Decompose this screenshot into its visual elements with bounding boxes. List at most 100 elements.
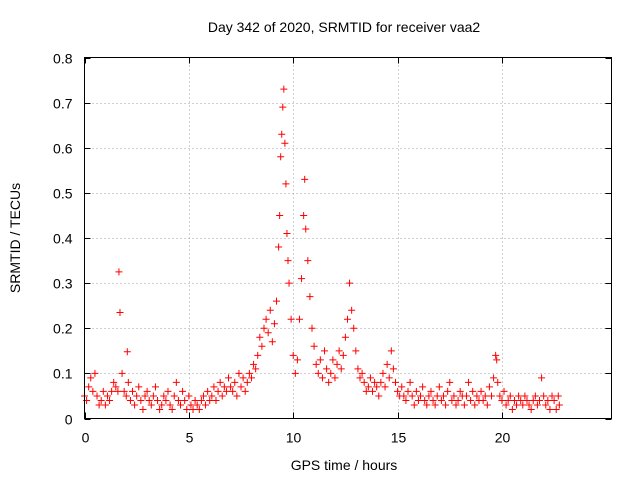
data-point (250, 360, 258, 368)
x-axis-label: GPS time / hours (291, 457, 398, 473)
data-point (308, 324, 316, 332)
data-point (391, 378, 399, 386)
data-point (398, 383, 406, 391)
data-point (450, 392, 458, 400)
data-point (304, 257, 312, 265)
data-point (469, 387, 477, 395)
data-point (427, 387, 435, 395)
data-point (454, 396, 462, 404)
data-point (421, 396, 429, 404)
data-point (364, 383, 372, 391)
data-point (216, 378, 224, 386)
data-point (404, 387, 412, 395)
data-point (231, 378, 239, 386)
data-point (310, 342, 318, 350)
data-point (258, 342, 266, 350)
data-point (527, 405, 535, 413)
data-point (141, 392, 149, 400)
data-point (442, 401, 450, 409)
data-point (550, 396, 558, 404)
data-point (331, 374, 339, 382)
data-point (533, 401, 541, 409)
data-point (227, 383, 235, 391)
data-point (377, 378, 385, 386)
data-point (108, 387, 116, 395)
data-point (300, 211, 308, 219)
y-tick-label: 0.1 (53, 366, 73, 382)
data-point (137, 396, 145, 404)
data-point (493, 356, 501, 364)
data-point (287, 315, 295, 323)
data-point (325, 378, 333, 386)
data-point (147, 401, 155, 409)
data-point (548, 392, 556, 400)
data-point (115, 268, 123, 276)
data-point (283, 229, 291, 237)
data-point (158, 401, 166, 409)
data-point (280, 85, 288, 93)
data-point (487, 392, 495, 400)
data-point (91, 369, 99, 377)
data-point (460, 401, 468, 409)
data-point (116, 308, 124, 316)
data-point (552, 405, 560, 413)
data-point (93, 392, 101, 400)
data-point (439, 392, 447, 400)
data-point (129, 387, 137, 395)
data-point (218, 392, 226, 400)
data-point (168, 405, 176, 413)
data-point (429, 396, 437, 404)
data-point (435, 383, 443, 391)
data-point (278, 130, 286, 138)
data-point (243, 378, 251, 386)
data-point (555, 401, 563, 409)
data-point (366, 374, 374, 382)
data-point (185, 392, 193, 400)
data-point (554, 392, 562, 400)
data-point (502, 401, 510, 409)
data-point (99, 387, 107, 395)
data-point (106, 396, 114, 404)
data-point (492, 351, 500, 359)
data-point (302, 225, 310, 233)
data-point (270, 320, 278, 328)
y-tick-label: 0.5 (53, 186, 73, 202)
data-point (252, 365, 260, 373)
data-point (179, 387, 187, 395)
data-point (343, 315, 351, 323)
y-tick-label: 0.3 (53, 276, 73, 292)
data-point (139, 405, 147, 413)
data-point (408, 392, 416, 400)
data-point (268, 338, 276, 346)
data-point (394, 387, 402, 395)
data-point (162, 396, 170, 404)
data-point (133, 392, 141, 400)
data-point (220, 383, 228, 391)
x-tick-label: 20 (495, 430, 511, 446)
data-point (306, 293, 314, 301)
data-point (519, 401, 527, 409)
data-point (471, 401, 479, 409)
axis-ticks: 0 0.1 0.2 0.3 0.4 0.5 0.6 0.7 0.8 0 5 10 15 20 (53, 51, 612, 446)
data-point (446, 378, 454, 386)
data-point (350, 324, 358, 332)
data-point (383, 360, 391, 368)
data-point (346, 279, 354, 287)
data-points (81, 85, 563, 413)
data-point (160, 392, 168, 400)
data-point (412, 387, 420, 395)
data-point (381, 383, 389, 391)
data-point (316, 356, 324, 364)
data-point (103, 392, 111, 400)
data-point (110, 378, 118, 386)
data-point (285, 279, 293, 287)
data-point (145, 396, 153, 404)
data-point (279, 103, 287, 111)
data-point (462, 392, 470, 400)
data-point (208, 392, 216, 400)
data-point (199, 392, 207, 400)
data-point (385, 374, 393, 382)
data-point (513, 401, 521, 409)
